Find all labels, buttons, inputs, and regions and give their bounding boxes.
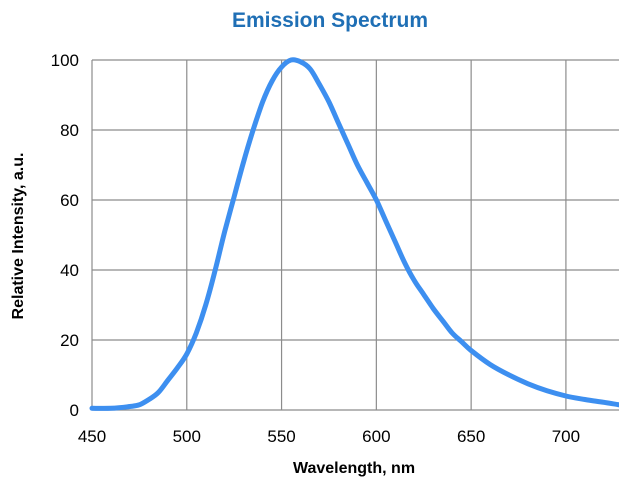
y-tick-label: 20 — [60, 331, 79, 350]
x-tick-label: 550 — [267, 427, 295, 446]
y-tick-label: 40 — [60, 261, 79, 280]
y-tick-label: 80 — [60, 121, 79, 140]
y-axis-label: Relative Intensity, a.u. — [10, 153, 27, 320]
x-tick-label: 600 — [362, 427, 390, 446]
x-axis-label: Wavelength, nm — [293, 460, 415, 477]
tick-labels: 0 20 40 60 80 100 450 500 550 600 650 700 — [51, 51, 580, 446]
x-tick-label: 500 — [173, 427, 201, 446]
x-tick-label: 450 — [78, 427, 106, 446]
x-tick-label: 700 — [552, 427, 580, 446]
y-tick-label: 0 — [70, 401, 79, 420]
series-layer — [89, 57, 619, 411]
y-tick-label: 100 — [51, 51, 79, 70]
chart-title: Emission Spectrum — [232, 9, 428, 32]
y-tick-label: 60 — [60, 191, 79, 210]
spectrum-line — [89, 57, 619, 411]
x-tick-label: 650 — [457, 427, 485, 446]
